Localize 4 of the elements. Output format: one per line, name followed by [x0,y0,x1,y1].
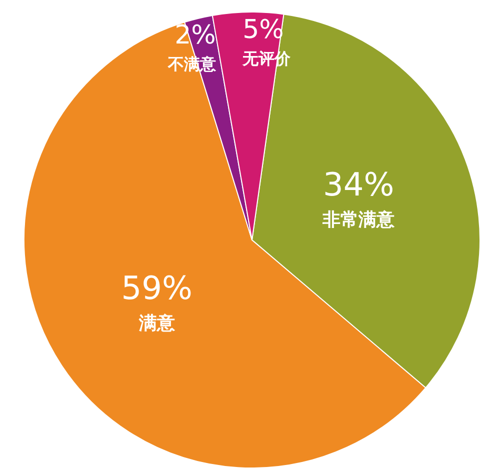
data-label: 59% [121,268,192,307]
slice-label: 满意 [138,312,176,334]
data-label: 34% [323,166,394,204]
slice-label: 非常满意 [322,210,396,231]
